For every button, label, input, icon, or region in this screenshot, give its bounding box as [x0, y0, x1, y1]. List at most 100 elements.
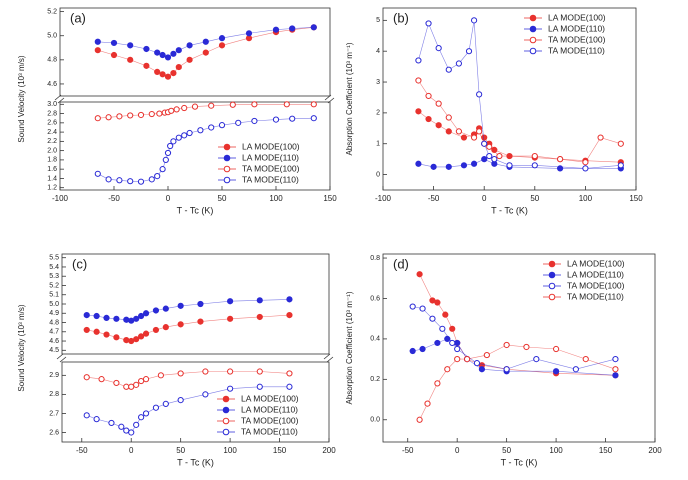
y-tick-label: 4.7	[49, 329, 59, 336]
data-point	[173, 106, 180, 113]
panel-label: (c)	[72, 256, 87, 271]
data-point	[105, 176, 112, 183]
legend-marker	[222, 428, 230, 436]
data-point	[470, 17, 478, 24]
data-point	[138, 333, 145, 340]
x-tick-label: 0	[455, 446, 460, 455]
data-point	[454, 339, 461, 347]
data-point	[202, 38, 209, 45]
data-point	[105, 114, 112, 121]
data-point	[310, 101, 317, 108]
data-point	[460, 162, 468, 169]
y-tick-label: 1	[376, 141, 380, 148]
data-point	[159, 166, 166, 173]
data-point	[286, 370, 293, 377]
data-point	[289, 25, 296, 32]
data-point	[612, 366, 619, 373]
data-point	[137, 178, 145, 185]
data-point	[617, 140, 624, 147]
data-point	[227, 368, 234, 375]
x-tick-label: 50	[218, 194, 227, 203]
data-point	[93, 328, 100, 335]
data-point	[486, 143, 493, 150]
data-point	[229, 101, 236, 108]
data-point	[256, 368, 263, 375]
series-line	[97, 27, 314, 78]
x-tick-label: -50	[76, 446, 88, 455]
data-point	[127, 112, 134, 119]
data-point	[470, 134, 478, 141]
data-point	[435, 122, 442, 129]
data-point	[164, 73, 172, 80]
y-tick-label: 0.6	[370, 295, 380, 302]
data-point	[123, 427, 130, 434]
data-point	[455, 128, 462, 135]
y-tick-label: 0.8	[370, 255, 380, 262]
y-tick-label: 0	[376, 171, 380, 178]
data-point	[286, 296, 293, 303]
y-tick-label: 3.0	[47, 101, 57, 108]
y-axis-title: Absorption Coefficient (10³ m⁻¹)	[345, 291, 354, 404]
data-point	[175, 134, 182, 141]
legend-label: LA MODE(100)	[567, 258, 625, 268]
data-point	[148, 110, 155, 118]
data-point	[186, 42, 193, 49]
data-point	[142, 330, 150, 337]
y-tick-label: 4.6	[47, 81, 57, 88]
series-line	[419, 344, 616, 420]
data-point	[191, 103, 199, 110]
data-point	[156, 110, 163, 117]
legend-marker	[223, 143, 231, 151]
data-point	[435, 100, 442, 107]
data-point	[557, 156, 564, 163]
data-point	[445, 114, 452, 121]
data-point	[491, 156, 498, 163]
x-tick-label: 100	[269, 194, 283, 203]
y-tick-label: 5.1	[49, 292, 59, 299]
data-point	[154, 49, 161, 56]
data-point	[552, 368, 560, 375]
data-point	[110, 51, 118, 59]
data-point	[148, 176, 155, 183]
data-point	[162, 324, 169, 331]
legend-marker	[529, 14, 537, 22]
data-point	[154, 68, 161, 75]
data-point	[159, 71, 166, 78]
data-point	[491, 146, 498, 153]
legend-marker	[529, 25, 537, 33]
data-point	[430, 163, 437, 170]
data-point	[283, 101, 290, 108]
data-point	[94, 170, 101, 177]
axis-break	[324, 94, 335, 104]
data-point	[445, 66, 452, 73]
y-tick-label: 4.5	[49, 347, 59, 354]
data-point	[143, 62, 150, 69]
data-point	[197, 127, 204, 134]
data-point	[133, 421, 140, 428]
data-point	[476, 91, 483, 98]
legend-marker	[223, 165, 231, 173]
y-tick-label: 4.6	[49, 338, 59, 345]
series-line	[97, 27, 314, 58]
plot-frame	[59, 7, 331, 97]
y-tick-label: 1.8	[47, 157, 57, 164]
data-point	[245, 30, 253, 37]
data-point	[455, 60, 462, 67]
y-tick-label: 2.8	[47, 110, 57, 117]
data-point	[582, 159, 589, 166]
x-tick-label: -100	[52, 194, 69, 203]
axis-break	[56, 353, 67, 363]
data-point	[256, 297, 263, 304]
x-tick-label: 200	[648, 446, 662, 455]
y-tick-label: 2.9	[49, 372, 59, 379]
data-point	[197, 318, 204, 325]
data-point	[133, 381, 140, 388]
y-axis-title: Sound Velocity (10³ m/s)	[17, 55, 26, 142]
legend-marker	[223, 176, 231, 184]
x-tick-label: 50	[502, 446, 511, 455]
data-point	[617, 162, 624, 169]
legend-marker	[548, 260, 556, 268]
data-point	[142, 376, 150, 383]
data-point	[202, 49, 209, 56]
y-tick-label: 4	[376, 48, 380, 55]
